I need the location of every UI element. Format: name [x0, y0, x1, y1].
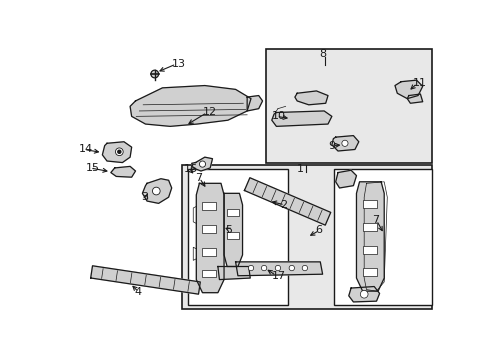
Text: 14: 14	[79, 144, 93, 154]
Polygon shape	[331, 136, 358, 151]
Circle shape	[275, 265, 280, 271]
Bar	[362, 247, 376, 254]
Circle shape	[341, 140, 347, 147]
Text: 15: 15	[85, 163, 99, 173]
Circle shape	[360, 291, 367, 298]
Polygon shape	[246, 95, 262, 111]
Bar	[187, 169, 287, 305]
Bar	[182, 165, 431, 309]
Circle shape	[152, 187, 160, 195]
Text: 5: 5	[225, 225, 232, 235]
Polygon shape	[111, 166, 135, 177]
Polygon shape	[90, 266, 200, 294]
Text: 7: 7	[194, 173, 202, 183]
Circle shape	[248, 265, 253, 271]
Text: 13: 13	[171, 59, 185, 69]
Polygon shape	[356, 182, 384, 291]
Text: 9: 9	[327, 141, 334, 150]
Polygon shape	[235, 262, 322, 276]
Circle shape	[302, 265, 307, 271]
Bar	[333, 169, 431, 305]
Bar	[362, 200, 376, 208]
Text: 11: 11	[412, 78, 426, 88]
Polygon shape	[335, 170, 356, 188]
Text: 3: 3	[142, 192, 148, 202]
Polygon shape	[394, 80, 422, 99]
Text: 10: 10	[271, 111, 285, 121]
Bar	[226, 232, 239, 239]
Polygon shape	[191, 157, 212, 171]
Text: 4: 4	[134, 287, 141, 297]
Circle shape	[288, 265, 294, 271]
Polygon shape	[224, 193, 242, 266]
Polygon shape	[142, 179, 171, 203]
Text: 16: 16	[183, 164, 198, 174]
Bar	[226, 209, 239, 216]
Text: 7: 7	[371, 215, 378, 225]
Bar	[362, 268, 376, 276]
Polygon shape	[196, 183, 224, 293]
Text: 8: 8	[319, 49, 326, 59]
Polygon shape	[102, 142, 131, 163]
Circle shape	[115, 148, 123, 156]
Bar	[202, 202, 216, 210]
Text: 1: 1	[297, 164, 304, 174]
Polygon shape	[130, 86, 250, 126]
Polygon shape	[271, 111, 331, 126]
Bar	[202, 270, 216, 277]
Circle shape	[151, 70, 158, 78]
Circle shape	[199, 161, 205, 167]
Text: 6: 6	[314, 225, 321, 235]
Polygon shape	[348, 287, 379, 302]
Circle shape	[261, 265, 266, 271]
Bar	[202, 248, 216, 256]
Polygon shape	[294, 91, 327, 105]
Text: 2: 2	[280, 200, 287, 210]
Polygon shape	[218, 266, 250, 280]
Text: 17: 17	[271, 271, 285, 281]
Polygon shape	[244, 178, 330, 225]
Polygon shape	[407, 94, 422, 103]
Bar	[202, 225, 216, 233]
Bar	[362, 223, 376, 231]
Circle shape	[118, 150, 121, 153]
Text: 12: 12	[202, 108, 216, 117]
Bar	[266, 49, 431, 163]
